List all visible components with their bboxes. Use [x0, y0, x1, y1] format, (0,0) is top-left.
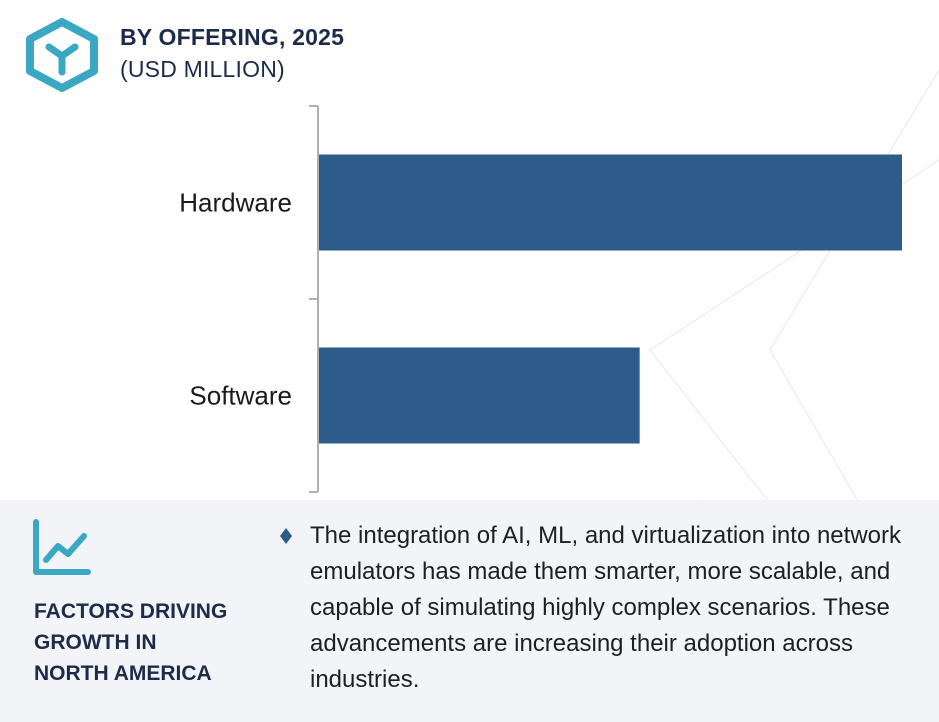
- chart-title: BY OFFERING, 2025: [120, 24, 345, 50]
- chart-subtitle: (USD MILLION): [120, 56, 285, 82]
- bars-group: [319, 154, 902, 444]
- trend-line-icon: [33, 519, 91, 575]
- bar-hardware: [319, 154, 902, 251]
- y-axis: [309, 105, 319, 493]
- factors-title-line: NORTH AMERICA: [34, 662, 212, 685]
- category-label-software: Software: [189, 381, 292, 411]
- diamond-bullet-icon: [280, 528, 292, 544]
- bar-chart: Hardware Software: [179, 105, 902, 493]
- factor-bullet-text: The integration of AI, ML, and virtualiz…: [310, 522, 901, 693]
- factors-title: FACTORS DRIVING GROWTH IN NORTH AMERICA: [34, 596, 274, 689]
- factors-panel: FACTORS DRIVING GROWTH IN NORTH AMERICA …: [0, 500, 939, 722]
- factors-title-line: FACTORS DRIVING: [34, 600, 228, 623]
- factors-title-line: GROWTH IN: [34, 631, 157, 654]
- bar-software: [319, 347, 640, 444]
- category-labels: Hardware Software: [179, 188, 292, 411]
- category-label-hardware: Hardware: [179, 188, 292, 218]
- brand-logo-icon: [26, 18, 98, 92]
